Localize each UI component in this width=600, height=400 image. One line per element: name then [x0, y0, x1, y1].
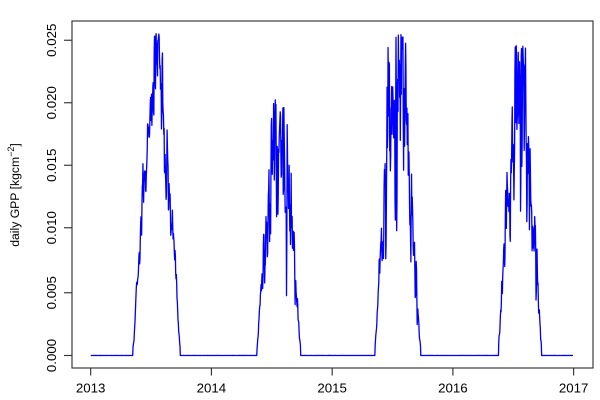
svg-text:0.020: 0.020: [44, 86, 59, 119]
svg-text:daily GPP [kgcm−2]: daily GPP [kgcm−2]: [6, 143, 22, 247]
svg-text:0.005: 0.005: [44, 276, 59, 309]
svg-text:2015: 2015: [317, 381, 347, 396]
svg-text:0.025: 0.025: [44, 24, 59, 57]
svg-text:2016: 2016: [438, 381, 468, 396]
svg-text:0.000: 0.000: [44, 339, 59, 372]
svg-text:2013: 2013: [76, 381, 106, 396]
svg-text:2017: 2017: [559, 381, 589, 396]
svg-text:0.015: 0.015: [44, 149, 59, 182]
svg-text:2014: 2014: [197, 381, 227, 396]
svg-text:0.010: 0.010: [44, 211, 59, 244]
